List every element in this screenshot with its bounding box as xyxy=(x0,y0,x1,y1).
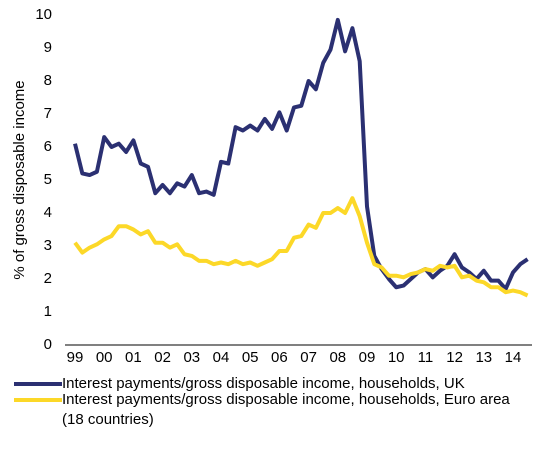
x-tick-label: 08 xyxy=(329,349,346,366)
legend-item: Interest payments/gross disposable incom… xyxy=(14,390,534,430)
y-tick-label: 0 xyxy=(44,336,52,353)
legend-label: Interest payments/gross disposable incom… xyxy=(62,391,510,428)
x-tick-label: 01 xyxy=(125,349,142,366)
y-axis-label: % of gross disposable income xyxy=(11,80,28,279)
legend-swatch xyxy=(14,398,62,402)
x-tick-label: 13 xyxy=(475,349,492,366)
x-tick-label: 03 xyxy=(183,349,200,366)
x-tick-label: 04 xyxy=(213,349,230,366)
legend-label: Interest payments/gross disposable incom… xyxy=(62,375,465,392)
chart: % of gross disposable income 01234567891… xyxy=(11,6,532,366)
y-tick-label: 7 xyxy=(44,105,52,122)
x-tick-label: 99 xyxy=(67,349,84,366)
y-tick-label: 9 xyxy=(44,39,52,56)
y-tick-label: 8 xyxy=(44,72,52,89)
y-tick-label: 10 xyxy=(35,6,52,23)
x-tick-label: 10 xyxy=(388,349,405,366)
legend-item: Interest payments/gross disposable incom… xyxy=(14,374,465,394)
series-line xyxy=(73,17,529,291)
series-line xyxy=(73,196,529,298)
x-tick-label: 07 xyxy=(300,349,317,366)
y-tick-label: 6 xyxy=(44,138,52,155)
x-tick-label: 14 xyxy=(505,349,522,366)
x-tick-label: 11 xyxy=(418,349,434,366)
x-tick-label: 05 xyxy=(242,349,259,366)
y-tick-label: 3 xyxy=(44,237,52,254)
x-tick-label: 12 xyxy=(446,349,463,366)
x-tick-label: 09 xyxy=(359,349,376,366)
y-tick-label: 5 xyxy=(44,171,52,188)
y-tick-label: 2 xyxy=(44,270,52,287)
x-tick-label: 02 xyxy=(154,349,171,366)
y-tick-label: 4 xyxy=(44,204,52,221)
y-tick-label: 1 xyxy=(44,303,52,320)
x-tick-label: 00 xyxy=(96,349,113,366)
x-tick-label: 06 xyxy=(271,349,288,366)
legend-swatch xyxy=(14,382,62,386)
